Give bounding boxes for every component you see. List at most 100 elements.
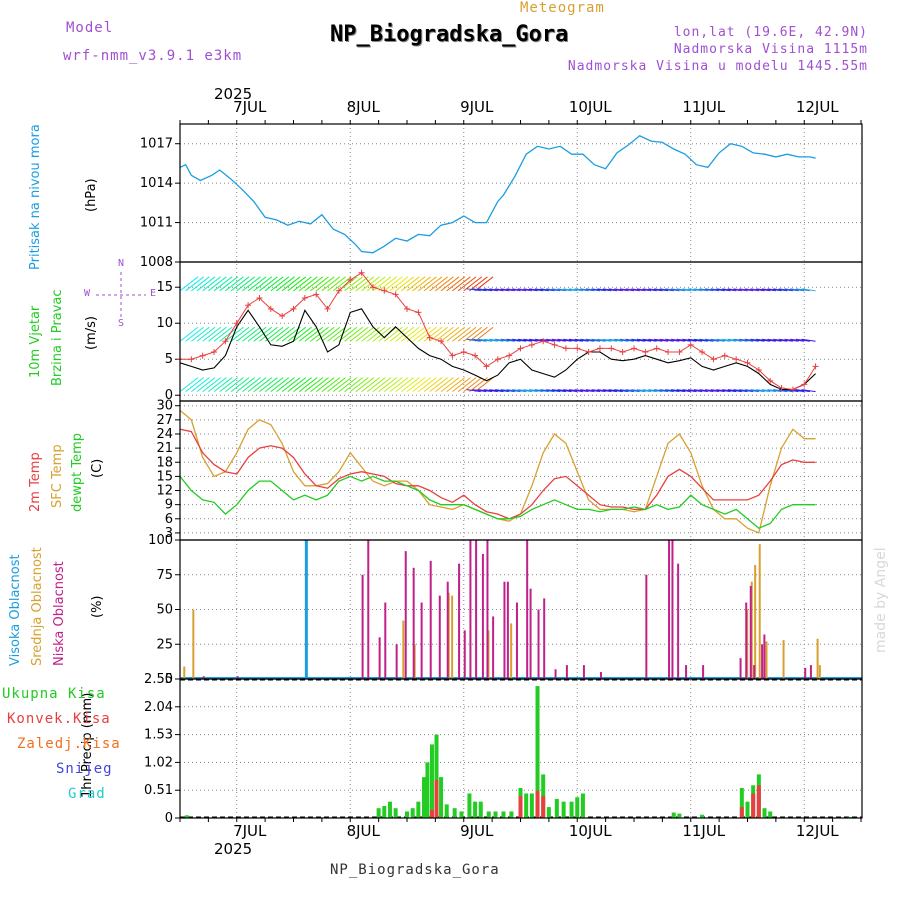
low-cloud-bar xyxy=(761,644,764,679)
total-precip-bar xyxy=(429,744,434,818)
wind-barb xyxy=(659,288,674,292)
wind-barb xyxy=(517,389,532,393)
low-cloud-bar xyxy=(668,540,671,679)
wind-barb xyxy=(659,389,674,393)
wind-barb xyxy=(208,276,227,292)
wind-barb xyxy=(179,377,199,393)
wind-barb xyxy=(676,338,691,342)
wind-barb xyxy=(457,377,477,393)
wind-barb xyxy=(597,288,612,292)
wind-barb xyxy=(446,276,466,292)
wind-barb xyxy=(281,276,301,292)
precip-tick-label: 1.53 xyxy=(144,728,173,743)
wind-barb xyxy=(602,389,618,393)
wind-barb xyxy=(259,377,278,393)
wind-barb xyxy=(784,338,799,342)
wind-barb xyxy=(648,338,663,342)
total-precip-bar xyxy=(393,808,398,818)
legend-total: Ukupna Kisa xyxy=(2,686,106,702)
wind-barb xyxy=(665,288,680,292)
precip-tick-label: 2.55 xyxy=(144,672,173,687)
pressure-tick-label: 1011 xyxy=(140,216,173,231)
compass-n: N xyxy=(118,258,125,269)
precip-tick-label: 2.04 xyxy=(144,700,173,715)
wind-gust-marker xyxy=(222,338,229,345)
precip-tick-label: 0 xyxy=(165,811,173,826)
temp-tick-label: 3 xyxy=(165,526,173,541)
wind-barb xyxy=(801,338,816,342)
wind-gust-marker xyxy=(733,356,740,363)
low-cloud-bar xyxy=(420,602,423,679)
wind-barb xyxy=(688,338,703,342)
wind-barb xyxy=(739,389,754,393)
conv-precip-bar xyxy=(751,793,756,818)
wind-barb xyxy=(463,326,483,342)
cloud-tick-label: 100 xyxy=(148,533,173,548)
footer-station: NP_Biogradska_Gora xyxy=(330,862,500,878)
wind-barb xyxy=(242,326,261,342)
wind-barb xyxy=(298,377,318,393)
wind-barb xyxy=(276,276,295,292)
total-precip-bar xyxy=(541,774,546,818)
total-precip-bar xyxy=(473,801,478,818)
wind-barb xyxy=(761,389,776,393)
wind-gust-marker xyxy=(767,377,774,384)
low-cloud-bar xyxy=(645,574,648,679)
wind-barb xyxy=(636,338,652,342)
compass-e: E xyxy=(150,288,157,299)
temp-tick-label: 6 xyxy=(165,512,173,527)
temp2m-line xyxy=(179,428,816,520)
wind-barb xyxy=(671,389,686,393)
temp-tick-label: 12 xyxy=(156,484,173,499)
wind-barb xyxy=(230,377,250,393)
wind-barb xyxy=(546,389,561,393)
mid-cloud-bar xyxy=(816,638,819,679)
wind-barb xyxy=(551,288,566,292)
wind-tick-label: 0 xyxy=(165,388,173,403)
wind-gust-marker xyxy=(494,356,501,363)
wind-barb xyxy=(688,389,703,393)
wind-barb xyxy=(474,377,494,393)
wind-barb xyxy=(608,338,623,342)
wind-gust-marker xyxy=(460,349,467,356)
wind-barb xyxy=(608,288,623,292)
wind-barb xyxy=(219,377,239,393)
watermark: made by Angel xyxy=(873,547,889,653)
wind-barb xyxy=(378,276,397,292)
wind-barb xyxy=(202,377,222,393)
wind-barb xyxy=(315,377,335,393)
wind-barb xyxy=(213,326,233,342)
mid-cloud-bar xyxy=(451,595,454,679)
wind-barb xyxy=(744,288,759,292)
wind-barb xyxy=(733,288,748,292)
temp-tick-label: 24 xyxy=(156,427,173,442)
total-precip-bar xyxy=(768,811,773,818)
wind-barb xyxy=(648,389,663,393)
wind-barb xyxy=(625,389,640,393)
mid-cloud-bar xyxy=(510,623,513,679)
wind-barb xyxy=(372,377,392,393)
wind-barb xyxy=(327,326,346,342)
wind-barb xyxy=(253,377,273,393)
day-label-top: 10JUL xyxy=(569,98,612,116)
mid-cloud-bar xyxy=(818,665,821,679)
wind-barb xyxy=(281,326,301,342)
wind-barb xyxy=(483,338,498,342)
wind-barb xyxy=(710,288,725,292)
wind-barb xyxy=(512,389,527,393)
wind-gust-marker xyxy=(369,284,376,291)
wind-gust-marker xyxy=(347,277,354,284)
low-cloud-bar xyxy=(438,595,441,679)
wind-barb xyxy=(208,377,227,393)
wind-barb xyxy=(722,389,737,393)
wind-barb xyxy=(750,338,765,342)
mid-cloud-bar xyxy=(758,544,761,679)
legend-hail: Grad xyxy=(68,786,106,802)
conv-precip-bar xyxy=(429,809,434,818)
wind-barb xyxy=(563,389,578,393)
wind-tick-label: 15 xyxy=(156,280,173,295)
wind-barb xyxy=(372,326,392,342)
wind-tick-label: 10 xyxy=(156,316,173,331)
wind-barb xyxy=(608,389,623,393)
low-cloud-bar xyxy=(412,567,415,679)
